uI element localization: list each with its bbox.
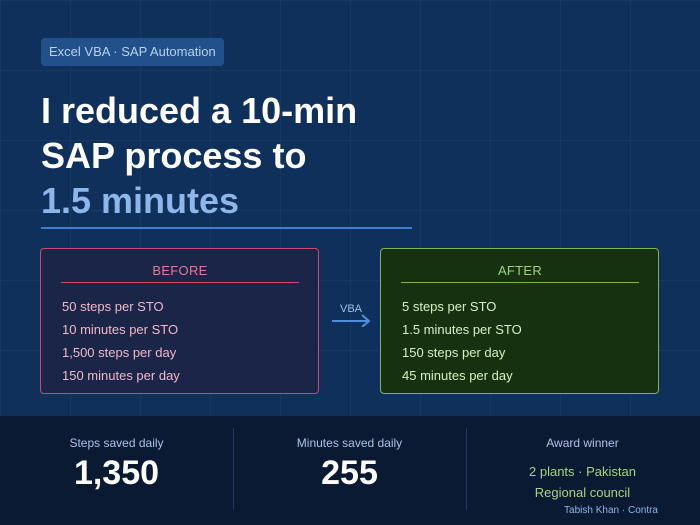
before-list: 50 steps per STO 10 minutes per STO 1,50…: [62, 295, 180, 387]
arrow-right-icon: [332, 314, 371, 327]
topic-tag: Excel VBA · SAP Automation: [41, 38, 224, 66]
before-title: BEFORE: [61, 263, 299, 283]
credit-text: Tabish Khan · Contra: [564, 505, 658, 516]
before-item: 10 minutes per STO: [62, 322, 179, 337]
stats-bar: Steps saved daily 1,350 Minutes saved da…: [0, 416, 700, 525]
headline-line-2: SAP process to: [41, 135, 307, 176]
before-item: 1,500 steps per day: [62, 345, 177, 360]
stat-divider: [466, 428, 467, 510]
after-item: 5 steps per STO: [402, 299, 497, 314]
arrow-label: VBA: [340, 303, 363, 315]
award-line-2: Regional council: [534, 485, 631, 500]
after-item: 150 steps per day: [402, 345, 506, 360]
stat-divider: [233, 428, 234, 510]
headline-line-1: I reduced a 10-min: [41, 90, 358, 131]
after-item: 45 minutes per day: [402, 368, 513, 383]
stat-label: Steps saved daily: [69, 436, 164, 450]
before-card: BEFORE 50 steps per STO 10 minutes per S…: [40, 248, 319, 394]
stat-label: Minutes saved daily: [296, 436, 403, 450]
before-item: 150 minutes per day: [62, 368, 180, 383]
stat-award: Award winner 2 plants · Pakistan Regiona…: [466, 416, 699, 525]
stat-value: 1,350: [73, 454, 160, 492]
before-item: 50 steps per STO: [62, 299, 164, 314]
after-item: 1.5 minutes per STO: [402, 322, 522, 337]
after-title: AFTER: [401, 263, 639, 283]
after-card: AFTER 5 steps per STO 1.5 minutes per ST…: [380, 248, 659, 394]
stat-value: 255: [321, 454, 378, 492]
headline-underline: [41, 227, 412, 229]
headline-highlight: 1.5 minutes: [41, 180, 240, 221]
after-list: 5 steps per STO 1.5 minutes per STO 150 …: [402, 295, 522, 387]
award-line-1: 2 plants · Pakistan: [529, 464, 636, 479]
headline: I reduced a 10-min SAP process to 1.5 mi…: [41, 88, 357, 223]
stat-steps-saved: Steps saved daily 1,350: [0, 416, 233, 525]
stat-minutes-saved: Minutes saved daily 255: [233, 416, 466, 525]
stat-label: Award winner: [546, 436, 619, 450]
